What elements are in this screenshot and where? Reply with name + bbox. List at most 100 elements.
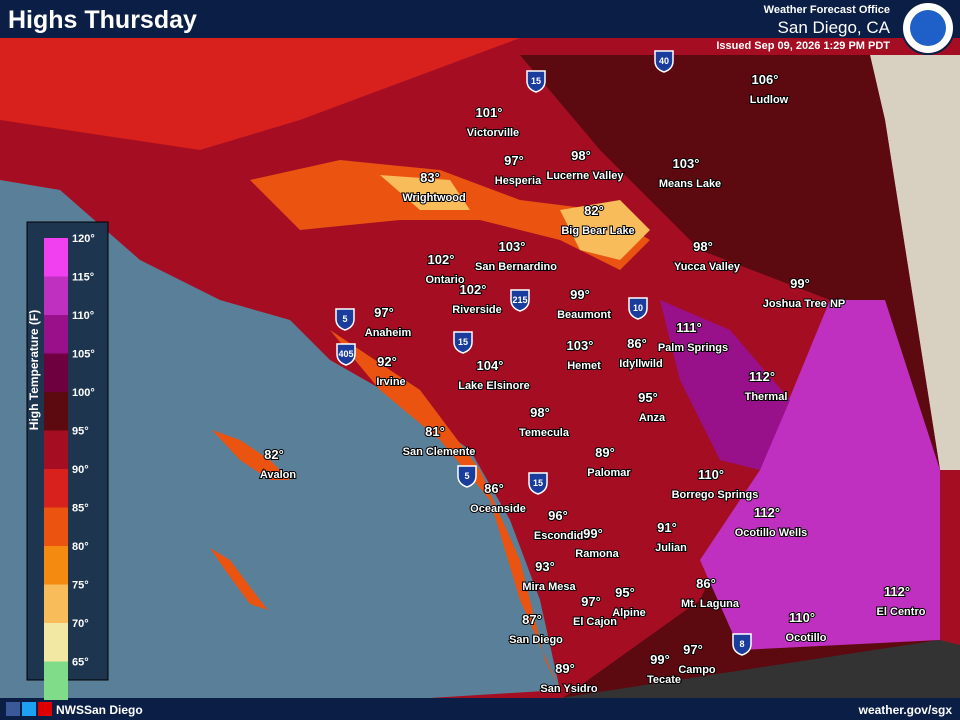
city-temp: 112°: [754, 505, 780, 520]
city-temp: 95°: [638, 390, 658, 405]
legend-label: 120°: [72, 233, 95, 245]
city-name: Idyllwild: [619, 358, 662, 370]
city-name: Lucerne Valley: [546, 170, 624, 182]
interstate-number: 10: [633, 303, 643, 313]
city-temp: 83°: [420, 170, 440, 185]
city-name: Avalon: [260, 469, 297, 481]
city-name: Temecula: [519, 427, 570, 439]
city-name: Alpine: [612, 607, 646, 619]
ocean: [0, 180, 560, 698]
legend-swatch: [44, 661, 68, 700]
city-temp: 93°: [535, 559, 555, 574]
issued: Issued Sep 09, 2026 1:29 PM PDT: [716, 40, 890, 52]
city-temp: 106°: [752, 72, 779, 87]
legend-swatch: [44, 430, 68, 469]
legend-label: 80°: [72, 541, 89, 553]
interstate-shield: [336, 343, 356, 366]
san-clemente-island: [210, 548, 268, 610]
interstate-number: 40: [659, 56, 669, 66]
city-name: Yucca Valley: [674, 261, 741, 273]
city-temp: 98°: [571, 148, 591, 163]
legend-swatch: [44, 584, 68, 623]
legend-label: 100°: [72, 387, 95, 399]
twitter-icon: [22, 702, 36, 716]
location: San Diego, CA: [778, 18, 891, 37]
youtube-icon: [38, 702, 52, 716]
arizona: [870, 55, 960, 470]
interstate-shield: [654, 50, 674, 73]
city-name: Tecate: [647, 674, 681, 686]
legend-label: 70°: [72, 618, 89, 630]
mexico: [560, 640, 960, 698]
city-name: El Centro: [877, 606, 926, 618]
legend-label: 90°: [72, 464, 89, 476]
city-name: Escondido: [534, 530, 591, 542]
city-name: Palm Springs: [658, 342, 728, 354]
interstate-number: 8: [739, 639, 744, 649]
city-name: Ontario: [425, 274, 464, 286]
legend-swatch: [44, 507, 68, 546]
city-name: El Cajon: [573, 616, 617, 628]
city-temp: 89°: [595, 445, 615, 460]
office: Weather Forecast Office: [764, 4, 890, 16]
city-temp: 102°: [460, 282, 487, 297]
coachella: [660, 300, 790, 470]
title: Highs Thursday: [8, 6, 197, 34]
legend-swatch: [44, 238, 68, 277]
city-temp: 99°: [570, 287, 590, 302]
city-temp: 99°: [650, 652, 670, 667]
city-name: Victorville: [467, 127, 519, 139]
city-name: Big Bear Lake: [561, 225, 634, 237]
city-temp: 101°: [476, 105, 503, 120]
interstate-shield: [732, 633, 752, 656]
interstate-shield: [528, 472, 548, 495]
handle: NWSSan Diego: [56, 703, 143, 717]
city-temp: 104°: [477, 358, 504, 373]
legend-title: High Temperature (F): [27, 310, 41, 430]
city-name: Hemet: [567, 360, 601, 372]
city-name: Wrightwood: [402, 192, 465, 204]
city-temp: 86°: [696, 576, 716, 591]
city-name: Joshua Tree NP: [763, 298, 846, 310]
city-temp: 111°: [676, 320, 701, 335]
interstate-number: 5: [464, 471, 469, 481]
legend-label: 85°: [72, 503, 89, 515]
city-temp: 95°: [615, 585, 635, 600]
city-name: San Ysidro: [540, 683, 598, 695]
legend-swatch: [44, 546, 68, 585]
legend-swatch: [44, 276, 68, 315]
city-temp: 97°: [374, 305, 394, 320]
city-temp: 98°: [693, 239, 713, 254]
interstate-shield: [335, 308, 355, 331]
legend-swatch: [44, 353, 68, 392]
interstate-number: 15: [458, 337, 468, 347]
interstate-number: 15: [531, 76, 541, 86]
city-temp: 96°: [548, 508, 568, 523]
city-name: Hesperia: [495, 175, 542, 187]
city-temp: 87°: [522, 612, 542, 627]
catalina: [212, 430, 290, 480]
city-temp: 110°: [789, 610, 815, 625]
interstate-number: 405: [338, 349, 353, 359]
city-temp: 86°: [627, 336, 647, 351]
interstate-number: 5: [342, 314, 347, 324]
city-name: Ocotillo: [786, 632, 827, 644]
city-name: Ludlow: [750, 94, 789, 106]
city-temp: 112°: [884, 584, 910, 599]
city-temp: 92°: [377, 354, 397, 369]
city-name: San Clemente: [403, 446, 476, 458]
city-name: Anaheim: [365, 327, 412, 339]
city-name: Beaumont: [557, 309, 611, 321]
city-temp: 89°: [555, 661, 575, 676]
legend-label: 105°: [72, 349, 95, 361]
interstate-shield: [457, 465, 477, 488]
city-name: Julian: [655, 542, 687, 554]
interstate-shield: [510, 289, 530, 312]
city-temp: 91°: [657, 520, 677, 535]
city-temp: 102°: [428, 252, 455, 267]
mountain-peak: [380, 175, 470, 210]
city-temp: 81°: [425, 424, 445, 439]
city-name: Oceanside: [470, 503, 526, 515]
city-temp: 97°: [504, 153, 524, 168]
